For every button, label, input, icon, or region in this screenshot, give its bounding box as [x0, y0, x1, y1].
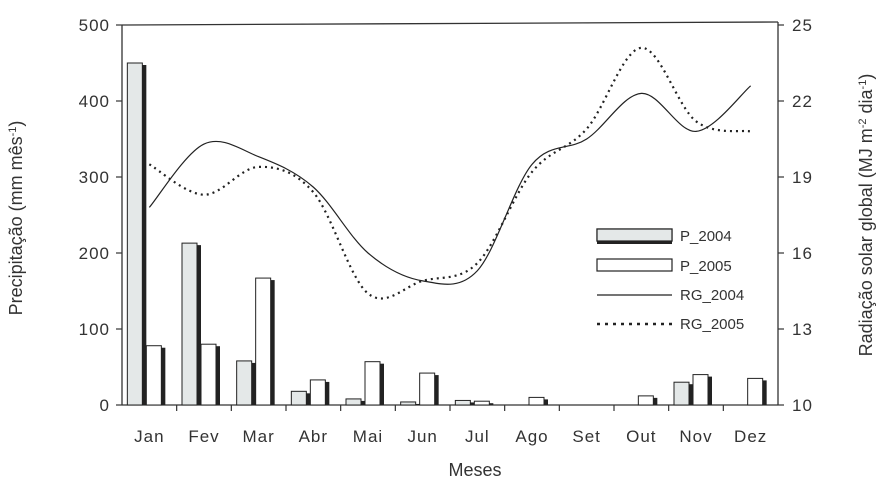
bar-p-2004 — [454, 399, 471, 406]
radiation-lines — [148, 46, 752, 300]
legend-label-rg2005: RG_2005 — [680, 316, 744, 333]
bar-p-2004 — [400, 401, 417, 406]
bar-p-2004 — [290, 390, 307, 406]
right-tick-label: 13 — [792, 320, 813, 339]
legend-label-rg2004: RG_2004 — [680, 287, 744, 304]
bar-p-2004 — [236, 360, 253, 406]
x-tick-label: Jan — [134, 427, 164, 446]
x-tick-label: Dez — [734, 427, 767, 446]
bar-p-2004 — [126, 62, 143, 406]
right-tick-label: 16 — [792, 244, 813, 263]
legend: P_2004 P_2005 RG_2004 RG_2005 — [596, 228, 744, 333]
legend-label-p2004: P_2004 — [680, 228, 732, 245]
x-axis-title: Meses — [448, 460, 501, 480]
bar-p-2004 — [345, 398, 362, 406]
left-tick-label: 0 — [100, 396, 110, 415]
left-axis-title: Precipitação (mm mês-1) — [6, 121, 26, 316]
bar-p-2005 — [419, 372, 436, 406]
left-tick-label: 100 — [79, 320, 110, 339]
left-axis-ticks: 0 100 200 300 400 500 — [79, 16, 122, 415]
right-axis-title: Radiação solar global (MJ m-2 dia-1) — [856, 74, 876, 357]
x-tick-label: Mar — [243, 427, 275, 446]
bar-p-2005 — [747, 377, 764, 406]
x-tick-label: Fev — [188, 427, 219, 446]
left-tick-label: 400 — [79, 92, 110, 111]
right-tick-label: 19 — [792, 168, 813, 187]
x-tick-label: Ago — [515, 427, 548, 446]
bar-p-2005 — [200, 343, 217, 406]
legend-swatch-p2005 — [596, 258, 673, 272]
line-rg-2005 — [148, 46, 751, 300]
left-tick-label: 200 — [79, 244, 110, 263]
x-tick-label: Nov — [679, 427, 712, 446]
line-rg-2004 — [148, 85, 752, 285]
left-tick-label: 500 — [79, 16, 110, 35]
plot-area — [121, 21, 779, 406]
bar-p-2005 — [255, 277, 272, 406]
bar-p-2004 — [673, 381, 690, 406]
plot-top-border — [121, 21, 779, 26]
bar-p-2005 — [637, 395, 654, 406]
x-axis-ticks: Jan Fev Mar Abr Mai Jun Jul Ago Set Out Nov Dez — [134, 405, 767, 446]
x-tick-label: Jun — [407, 427, 437, 446]
bar-p-2005 — [145, 345, 162, 406]
right-axis-ticks: 10 13 16 19 22 25 — [778, 16, 813, 415]
right-tick-label: 25 — [792, 16, 813, 35]
bar-p-2004 — [181, 242, 198, 406]
x-tick-label: Jul — [465, 427, 490, 446]
right-tick-label: 10 — [792, 396, 813, 415]
legend-label-p2005: P_2005 — [680, 258, 732, 275]
precipitation-bars — [126, 62, 767, 406]
bar-p-2005 — [473, 400, 490, 406]
x-tick-label: Mai — [353, 427, 383, 446]
bar-p-2005 — [692, 374, 709, 406]
bar-p-2005 — [364, 361, 381, 406]
bar-p-2005 — [309, 379, 326, 406]
x-tick-label: Abr — [299, 427, 328, 446]
x-tick-label: Out — [626, 427, 656, 446]
right-tick-label: 22 — [792, 92, 813, 111]
bar-p-2005 — [528, 396, 545, 406]
x-tick-label: Set — [572, 427, 601, 446]
left-tick-label: 300 — [79, 168, 110, 187]
